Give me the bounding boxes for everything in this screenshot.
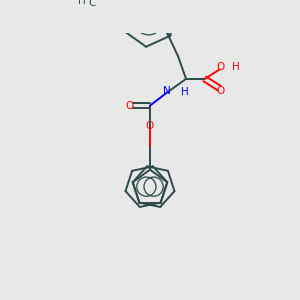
Text: O: O: [125, 100, 134, 111]
Text: O: O: [146, 121, 154, 130]
Text: N: N: [164, 86, 171, 96]
Text: O: O: [217, 62, 225, 72]
Text: C: C: [88, 0, 96, 8]
Text: H: H: [232, 62, 239, 72]
Text: H: H: [78, 0, 86, 6]
Text: H: H: [181, 87, 189, 97]
Text: O: O: [217, 86, 225, 96]
